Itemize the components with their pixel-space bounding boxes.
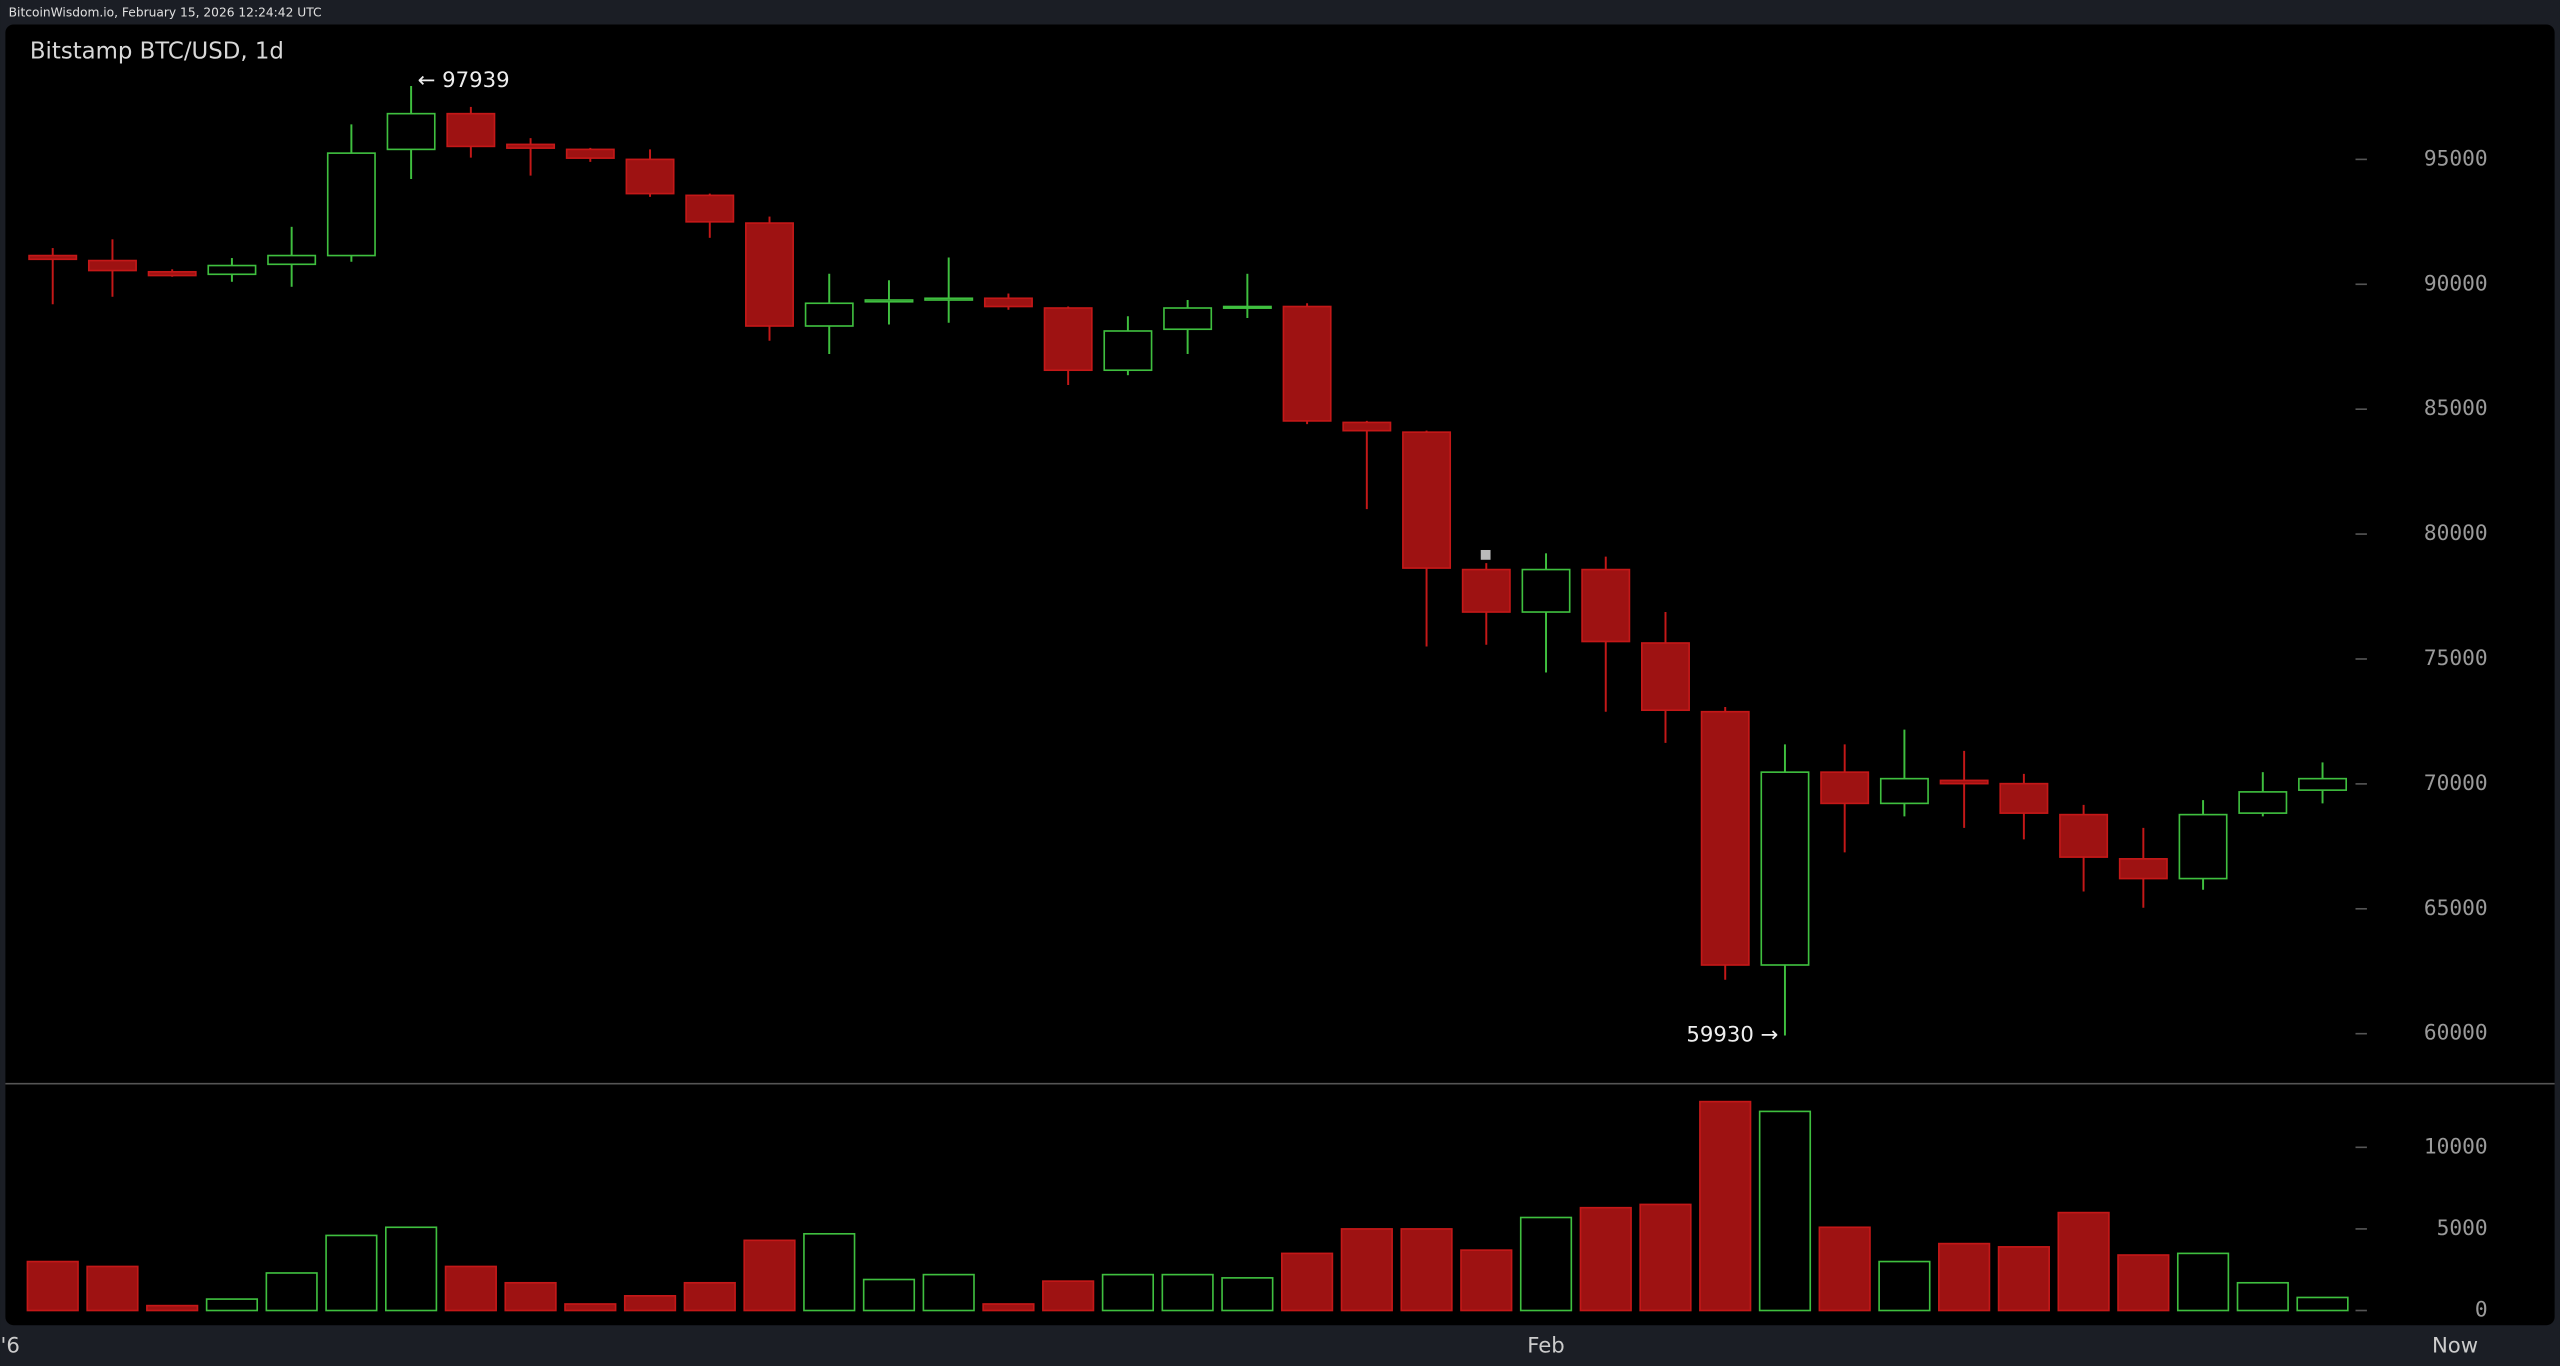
volume-bar bbox=[146, 1304, 199, 1312]
volume-bar bbox=[564, 1303, 617, 1312]
candle-body bbox=[1820, 771, 1870, 805]
candle-body bbox=[804, 302, 854, 327]
plot-area bbox=[5, 24, 2555, 1326]
volume-bar bbox=[2057, 1211, 2110, 1312]
volume-bar bbox=[265, 1272, 318, 1312]
y-tick-label: 10000 bbox=[2424, 1134, 2488, 1159]
volume-bar bbox=[1042, 1280, 1095, 1312]
candle-body bbox=[1700, 710, 1750, 966]
candle-body bbox=[326, 152, 376, 257]
candle-body bbox=[1461, 568, 1511, 613]
candle-body bbox=[1581, 568, 1631, 643]
y-tick-label: 95000 bbox=[2424, 146, 2488, 171]
candle-body bbox=[2059, 813, 2109, 858]
candle-body bbox=[1939, 779, 1989, 785]
x-tick-label: Feb bbox=[1527, 1333, 1565, 1358]
y-tick-label: 0 bbox=[2475, 1298, 2488, 1323]
volume-bar bbox=[504, 1281, 557, 1312]
candle-body bbox=[267, 254, 317, 266]
volume-bar bbox=[1460, 1249, 1513, 1312]
candle-body bbox=[2118, 858, 2168, 880]
candle-body bbox=[1342, 421, 1392, 432]
candle-body bbox=[864, 299, 914, 303]
volume-bar bbox=[2176, 1252, 2230, 1312]
candle-body bbox=[386, 112, 436, 151]
volume-bar bbox=[743, 1239, 796, 1312]
volume-bar bbox=[1878, 1260, 1931, 1312]
y-tick-label: 60000 bbox=[2424, 1021, 2488, 1046]
candle-body bbox=[506, 143, 556, 149]
volume-bar bbox=[1101, 1273, 1155, 1312]
volume-bar bbox=[2236, 1281, 2289, 1312]
candle-body bbox=[625, 158, 675, 195]
volume-bar bbox=[1221, 1277, 1274, 1312]
candle-body bbox=[1103, 330, 1153, 372]
chart-title: Bitstamp BTC/USD, 1d bbox=[30, 39, 284, 65]
x-edge-label: Now bbox=[2432, 1333, 2478, 1358]
y-tick-label: 90000 bbox=[2424, 271, 2488, 296]
candle-body bbox=[1521, 568, 1571, 613]
volume-bar bbox=[862, 1278, 916, 1312]
volume-bar bbox=[1639, 1203, 1692, 1312]
volume-bar bbox=[86, 1265, 139, 1312]
y-tick-label: 70000 bbox=[2424, 771, 2488, 796]
volume-bar bbox=[444, 1265, 497, 1312]
candle-body bbox=[1222, 305, 1272, 309]
candle-body bbox=[924, 297, 974, 301]
candle-body bbox=[983, 297, 1033, 308]
candle-body bbox=[1282, 305, 1332, 422]
volume-bar bbox=[385, 1226, 438, 1312]
candle-body bbox=[2298, 777, 2348, 791]
volume-bar bbox=[1519, 1216, 1573, 1312]
y-tick-label: 85000 bbox=[2424, 396, 2488, 421]
y-tick-label: 5000 bbox=[2437, 1216, 2488, 1241]
candle-body bbox=[565, 148, 615, 159]
volume-bar bbox=[2117, 1254, 2170, 1312]
y-tick-label: 80000 bbox=[2424, 521, 2488, 546]
annotation: 59930 → bbox=[1686, 1022, 1778, 1047]
volume-bar bbox=[26, 1260, 79, 1312]
volume-bar bbox=[623, 1295, 677, 1312]
volume-bar bbox=[683, 1281, 736, 1312]
candle-body bbox=[1879, 777, 1929, 805]
volume-bar bbox=[1758, 1110, 1812, 1312]
volume-bar bbox=[982, 1303, 1035, 1312]
candle-body bbox=[1402, 431, 1452, 569]
volume-bar bbox=[205, 1298, 259, 1312]
candle-body bbox=[87, 259, 137, 272]
candle-body bbox=[207, 264, 257, 276]
volume-bar bbox=[1340, 1228, 1393, 1312]
candle-body bbox=[2178, 813, 2228, 880]
candle-body bbox=[2238, 791, 2288, 814]
volume-bar bbox=[1938, 1242, 1991, 1312]
y-tick-label: 75000 bbox=[2424, 646, 2488, 671]
candle-body bbox=[1999, 782, 2049, 814]
volume-bar bbox=[1579, 1206, 1632, 1312]
candle-body bbox=[685, 194, 735, 223]
annotation: ← 97939 bbox=[418, 68, 510, 93]
volume-bar bbox=[325, 1234, 378, 1312]
volume-bar bbox=[1400, 1228, 1453, 1312]
volume-bar bbox=[1997, 1246, 2050, 1312]
candle-body bbox=[446, 112, 496, 148]
volume-bar bbox=[803, 1232, 856, 1312]
candle-body bbox=[28, 254, 78, 261]
volume-bar bbox=[1280, 1252, 1334, 1312]
x-edge-label: '6 bbox=[0, 1333, 19, 1358]
volume-bar bbox=[922, 1273, 975, 1312]
candle-body bbox=[1163, 307, 1213, 331]
candle-body bbox=[147, 270, 197, 277]
candle-body bbox=[745, 222, 794, 327]
header: BitcoinWisdom.io, February 15, 2026 12:2… bbox=[9, 6, 322, 20]
candle-body bbox=[1641, 642, 1690, 712]
y-tick-label: 65000 bbox=[2424, 896, 2488, 921]
volume-bar bbox=[1699, 1100, 1752, 1312]
volume-bar bbox=[1818, 1226, 1871, 1312]
marker bbox=[1480, 549, 1491, 560]
volume-bar bbox=[2296, 1296, 2349, 1312]
candle-body bbox=[1043, 307, 1093, 372]
volume-bar bbox=[1161, 1273, 1214, 1312]
candle-body bbox=[1760, 771, 1810, 966]
